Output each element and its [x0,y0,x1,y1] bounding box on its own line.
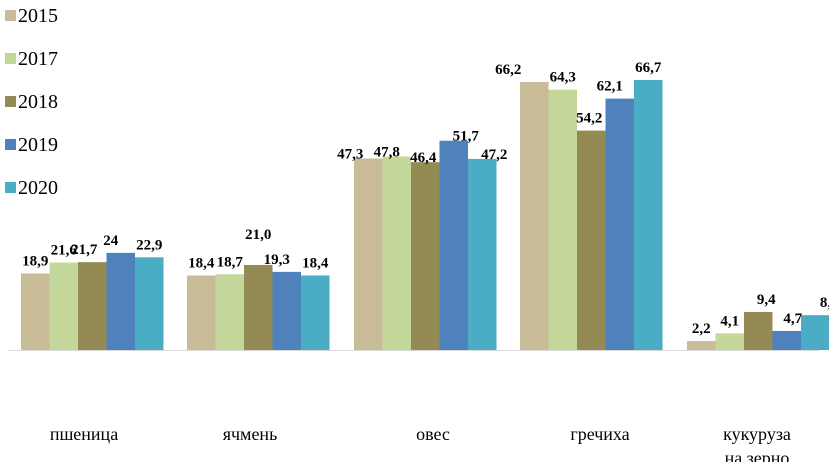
bar-2018-4 [744,311,773,350]
category-label-1-0: ячмень [223,424,278,444]
category-label-4-0: кукуруза [723,424,791,444]
data-label-2015-1: 18,4 [188,256,215,272]
data-label-2017-3: 64,3 [550,70,576,86]
bar-2015-4 [687,341,716,350]
data-labels: 18,921,621,724 22,918,4 18,721,019,3 18,447… [22,60,829,337]
legend-swatch-2017 [5,53,16,64]
category-label-3-0: гречиха [570,424,629,444]
bar-2020-0 [135,257,164,350]
bar-2019-0 [106,252,135,350]
legend-label-2018: 2018 [18,91,58,113]
category-label-0-0: пшеница [50,424,118,444]
data-label-2017-4: 4,1 [720,313,739,329]
data-label-2020-3: 66,7 [635,60,662,76]
legend-label-2019: 2019 [18,134,58,156]
bar-2019-3 [605,98,634,350]
bar-2019-4 [772,330,801,350]
bar-2018-0 [78,262,107,350]
legend-label-2017: 2017 [18,48,58,70]
bar-2018-1 [244,264,273,350]
bar-2019-1 [272,271,301,350]
bar-2018-2 [411,162,440,350]
category-label-2-0: овес [416,424,450,444]
bar-2015-1 [187,275,216,350]
bar-2020-1 [301,275,330,350]
data-label-2015-3: 66,2 [495,62,521,78]
data-label-2018-0: 21,7 [71,242,98,258]
bar-2017-4 [715,333,744,350]
data-label-2018-4: 9,4 [757,292,776,308]
data-label-2018-2: 46,4 [410,150,437,166]
bar-2017-1 [215,274,244,350]
category-labels: пшеница ячмень овес гречиха кукуруза на зерно [50,424,791,462]
bar-2015-3 [520,82,549,350]
bar-2017-2 [382,156,411,350]
bars [21,80,829,350]
bar-2015-2 [354,158,383,350]
legend-swatch-2018 [5,96,16,107]
data-label-2015-4: 2,2 [692,321,711,337]
legend-label-2020: 2020 [18,177,58,199]
data-label-2018-3: 54,2 [576,111,602,127]
legend-swatch-2015 [5,10,16,21]
category-label-4-1: на зерно [725,448,790,462]
bar-2018-3 [577,130,606,350]
data-label-2019-2: 51,7 [453,129,480,145]
bar-2020-3 [634,80,663,350]
data-label-2015-2: 47,3 [337,147,363,163]
legend-label-2015: 2015 [18,5,58,27]
bar-2019-2 [439,140,468,350]
bar-2015-0 [21,273,50,350]
legend-swatch-2019 [5,139,16,150]
legend: 2015 2017 2018 2019 2020 [5,5,58,199]
data-label-2018-1: 21,0 [245,227,271,243]
data-label-2017-2: 47,8 [374,145,400,161]
legend-swatch-2020 [5,182,16,193]
bar-2020-2 [468,158,497,350]
bar-2020-4 [801,315,829,350]
data-label-2015-0: 18,9 [22,253,48,269]
data-label-2020-0: 22,9 [136,237,162,253]
data-label-2019-0: 24 [103,233,119,249]
bar-2017-0 [49,262,78,350]
data-label-2019-1: 19,3 [264,252,290,268]
data-label-2017-0: 21,6 [51,243,78,259]
data-label-2020-2: 47,2 [481,147,507,163]
data-label-2020-4: 8,6 [820,295,829,311]
data-label-2017-1: 18,7 [217,254,244,270]
data-label-2020-1: 18,4 [302,256,329,272]
data-label-2019-4: 4,7 [783,311,802,327]
data-label-2019-3: 62,1 [597,79,623,95]
bar-2017-3 [548,89,577,350]
